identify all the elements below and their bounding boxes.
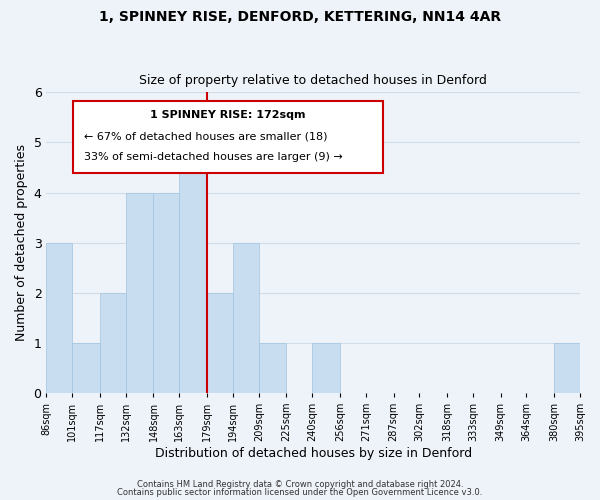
Bar: [233, 242, 259, 393]
Bar: [207, 292, 233, 393]
Bar: [313, 343, 340, 393]
Bar: [100, 292, 126, 393]
Text: 33% of semi-detached houses are larger (9) →: 33% of semi-detached houses are larger (…: [84, 152, 343, 162]
Bar: [179, 142, 207, 393]
Bar: [73, 343, 100, 393]
Bar: [126, 192, 154, 393]
Y-axis label: Number of detached properties: Number of detached properties: [15, 144, 28, 341]
X-axis label: Distribution of detached houses by size in Denford: Distribution of detached houses by size …: [155, 447, 472, 460]
Title: Size of property relative to detached houses in Denford: Size of property relative to detached ho…: [139, 74, 487, 87]
Text: 1 SPINNEY RISE: 172sqm: 1 SPINNEY RISE: 172sqm: [150, 110, 305, 120]
Text: ← 67% of detached houses are smaller (18): ← 67% of detached houses are smaller (18…: [84, 132, 327, 141]
Text: Contains HM Land Registry data © Crown copyright and database right 2024.: Contains HM Land Registry data © Crown c…: [137, 480, 463, 489]
Bar: [46, 242, 73, 393]
Text: 1, SPINNEY RISE, DENFORD, KETTERING, NN14 4AR: 1, SPINNEY RISE, DENFORD, KETTERING, NN1…: [99, 10, 501, 24]
Bar: [259, 343, 286, 393]
Bar: [154, 192, 179, 393]
Bar: [554, 343, 580, 393]
FancyBboxPatch shape: [73, 102, 383, 174]
Text: Contains public sector information licensed under the Open Government Licence v3: Contains public sector information licen…: [118, 488, 482, 497]
